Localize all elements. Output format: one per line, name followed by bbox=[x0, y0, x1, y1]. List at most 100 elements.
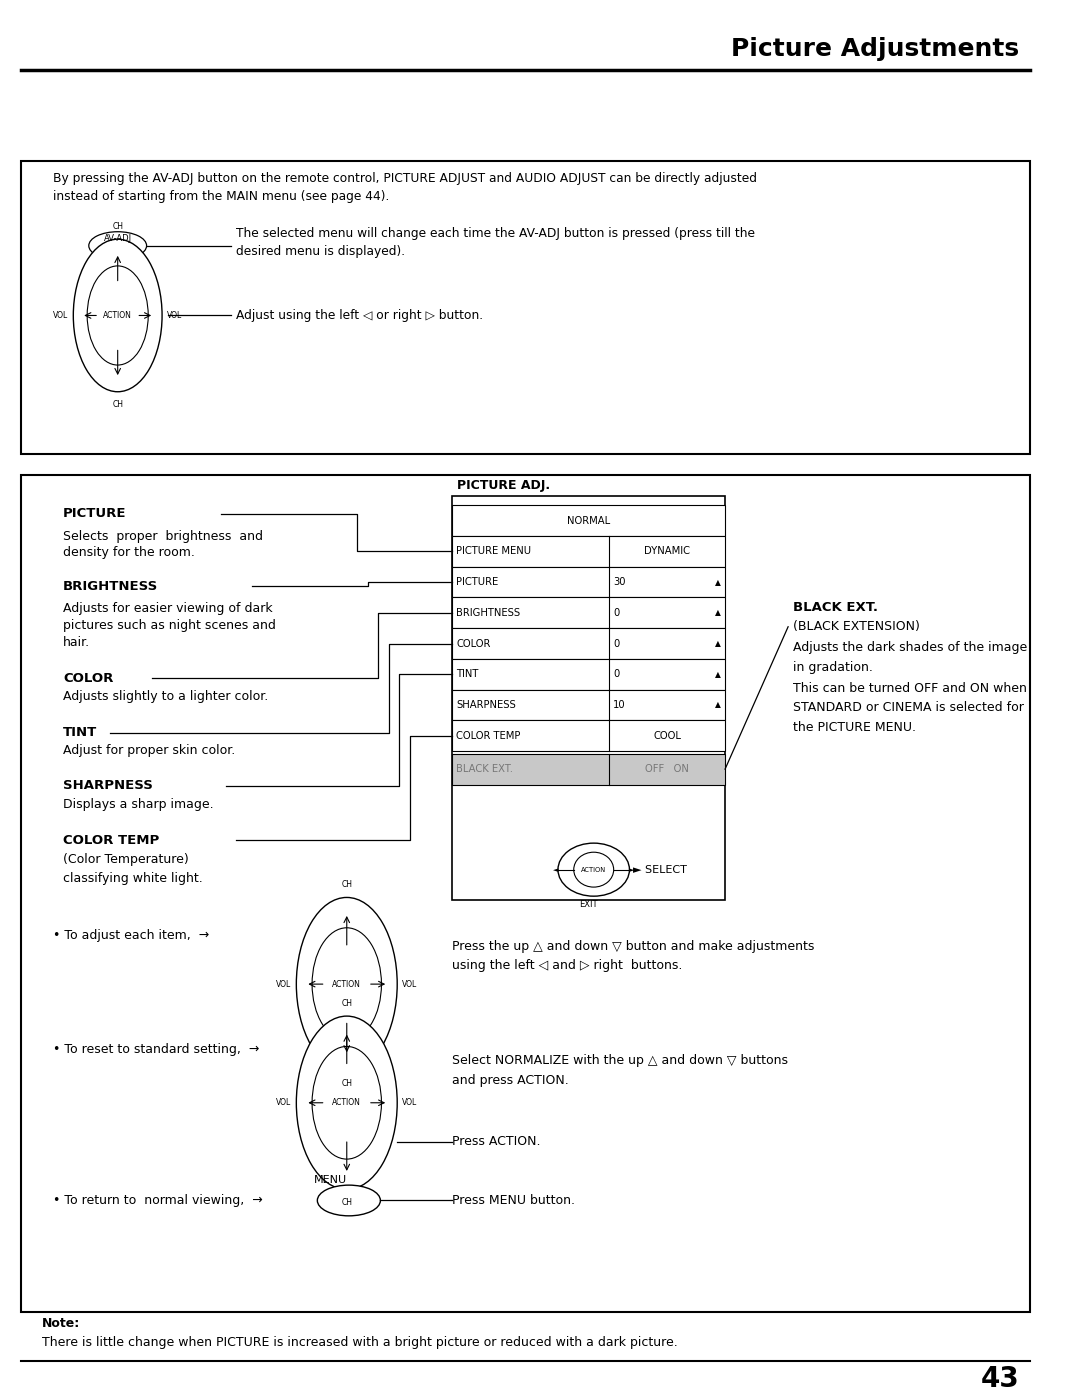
Text: COLOR TEMP: COLOR TEMP bbox=[456, 731, 521, 740]
Text: desired menu is displayed).: desired menu is displayed). bbox=[237, 244, 406, 258]
Text: 43: 43 bbox=[981, 1365, 1020, 1393]
Text: • To adjust each item,  →: • To adjust each item, → bbox=[53, 929, 208, 942]
Text: ▲: ▲ bbox=[715, 638, 720, 648]
Text: Press ACTION.: Press ACTION. bbox=[451, 1136, 540, 1148]
FancyBboxPatch shape bbox=[451, 536, 725, 567]
Text: Selects  proper  brightness  and: Selects proper brightness and bbox=[63, 529, 264, 542]
Text: CH: CH bbox=[341, 1078, 352, 1088]
Text: ►: ► bbox=[630, 866, 635, 873]
Text: ▲: ▲ bbox=[715, 577, 720, 587]
Text: BLACK EXT.: BLACK EXT. bbox=[794, 601, 878, 613]
Text: Picture Adjustments: Picture Adjustments bbox=[731, 36, 1020, 61]
Text: NORMAL: NORMAL bbox=[567, 515, 610, 525]
Text: 10: 10 bbox=[613, 700, 625, 710]
Text: Adjusts the dark shades of the image: Adjusts the dark shades of the image bbox=[794, 641, 1027, 654]
Text: SHARPNESS: SHARPNESS bbox=[456, 700, 516, 710]
Ellipse shape bbox=[89, 232, 147, 260]
Text: density for the room.: density for the room. bbox=[63, 546, 194, 559]
Text: VOL: VOL bbox=[276, 979, 292, 989]
Text: (Color Temperature): (Color Temperature) bbox=[63, 854, 189, 866]
Text: There is little change when PICTURE is increased with a bright picture or reduce: There is little change when PICTURE is i… bbox=[42, 1337, 678, 1350]
Text: OFF   ON: OFF ON bbox=[645, 764, 689, 774]
Text: 0: 0 bbox=[613, 608, 620, 617]
FancyBboxPatch shape bbox=[21, 475, 1030, 1312]
Ellipse shape bbox=[573, 852, 613, 887]
Text: Adjusts slightly to a lighter color.: Adjusts slightly to a lighter color. bbox=[63, 690, 268, 703]
Text: ◄: ◄ bbox=[553, 866, 558, 873]
Text: COLOR: COLOR bbox=[456, 638, 490, 648]
Text: VOL: VOL bbox=[276, 1098, 292, 1108]
Text: Adjust for proper skin color.: Adjust for proper skin color. bbox=[63, 745, 235, 757]
Text: Adjust using the left ◁ or right ▷ button.: Adjust using the left ◁ or right ▷ butto… bbox=[237, 309, 484, 321]
Text: COLOR: COLOR bbox=[63, 672, 113, 685]
Text: and press ACTION.: and press ACTION. bbox=[451, 1074, 568, 1087]
Text: COOL: COOL bbox=[653, 731, 681, 740]
Text: VOL: VOL bbox=[402, 1098, 418, 1108]
Text: Select NORMALIZE with the up △ and down ▽ buttons: Select NORMALIZE with the up △ and down … bbox=[451, 1055, 787, 1067]
Text: PICTURE: PICTURE bbox=[456, 577, 498, 587]
FancyBboxPatch shape bbox=[451, 506, 725, 536]
Text: • To return to  normal viewing,  →: • To return to normal viewing, → bbox=[53, 1194, 262, 1207]
Text: Press the up △ and down ▽ button and make adjustments: Press the up △ and down ▽ button and mak… bbox=[451, 940, 814, 953]
Text: Displays a sharp image.: Displays a sharp image. bbox=[63, 798, 214, 810]
Text: 30: 30 bbox=[613, 577, 625, 587]
Text: • To reset to standard setting,  →: • To reset to standard setting, → bbox=[53, 1044, 259, 1056]
Text: VOL: VOL bbox=[53, 312, 68, 320]
Text: ► SELECT: ► SELECT bbox=[633, 865, 687, 875]
Text: BRIGHTNESS: BRIGHTNESS bbox=[456, 608, 521, 617]
Ellipse shape bbox=[312, 928, 381, 1041]
Ellipse shape bbox=[558, 844, 630, 895]
Text: in gradation.: in gradation. bbox=[794, 661, 874, 673]
Text: The selected menu will change each time the AV-ADJ button is pressed (press till: The selected menu will change each time … bbox=[237, 226, 755, 240]
Text: TINT: TINT bbox=[63, 726, 97, 739]
Text: MENU: MENU bbox=[313, 1175, 347, 1185]
Text: CH: CH bbox=[112, 222, 123, 231]
FancyBboxPatch shape bbox=[451, 690, 725, 721]
Text: Note:: Note: bbox=[42, 1317, 80, 1330]
Text: ▲: ▲ bbox=[715, 700, 720, 710]
Text: ACTION: ACTION bbox=[104, 312, 132, 320]
Text: instead of starting from the MAIN menu (see page 44).: instead of starting from the MAIN menu (… bbox=[53, 190, 389, 204]
FancyBboxPatch shape bbox=[21, 161, 1030, 454]
Text: BRIGHTNESS: BRIGHTNESS bbox=[63, 580, 159, 592]
Text: AV-ADJ: AV-ADJ bbox=[104, 235, 132, 243]
Text: By pressing the AV-ADJ button on the remote control, PICTURE ADJUST and AUDIO AD: By pressing the AV-ADJ button on the rem… bbox=[53, 172, 757, 186]
Ellipse shape bbox=[73, 239, 162, 391]
Text: CH: CH bbox=[341, 1197, 352, 1207]
Text: classifying white light.: classifying white light. bbox=[63, 872, 203, 884]
FancyBboxPatch shape bbox=[451, 754, 725, 785]
FancyBboxPatch shape bbox=[451, 598, 725, 629]
Ellipse shape bbox=[296, 1016, 397, 1189]
Text: ACTION: ACTION bbox=[581, 866, 606, 873]
Text: using the left ◁ and ▷ right  buttons.: using the left ◁ and ▷ right buttons. bbox=[451, 960, 683, 972]
Text: VOL: VOL bbox=[167, 312, 183, 320]
Text: ACTION: ACTION bbox=[333, 1098, 361, 1108]
FancyBboxPatch shape bbox=[451, 721, 725, 752]
Text: CH: CH bbox=[341, 880, 352, 890]
Text: pictures such as night scenes and: pictures such as night scenes and bbox=[63, 619, 275, 631]
Text: PICTURE ADJ.: PICTURE ADJ. bbox=[457, 479, 550, 492]
Text: Press MENU button.: Press MENU button. bbox=[451, 1194, 575, 1207]
Text: PICTURE: PICTURE bbox=[63, 507, 126, 520]
Ellipse shape bbox=[87, 265, 148, 365]
Text: Adjusts for easier viewing of dark: Adjusts for easier viewing of dark bbox=[63, 602, 272, 615]
FancyBboxPatch shape bbox=[451, 659, 725, 690]
Text: EXIT: EXIT bbox=[579, 900, 597, 909]
Text: TINT: TINT bbox=[456, 669, 478, 679]
Text: ACTION: ACTION bbox=[333, 979, 361, 989]
Text: COLOR TEMP: COLOR TEMP bbox=[63, 834, 159, 847]
FancyBboxPatch shape bbox=[451, 629, 725, 659]
Ellipse shape bbox=[296, 897, 397, 1070]
Text: DYNAMIC: DYNAMIC bbox=[644, 546, 690, 556]
Text: ▲: ▲ bbox=[715, 608, 720, 617]
FancyBboxPatch shape bbox=[451, 567, 725, 598]
Text: SHARPNESS: SHARPNESS bbox=[63, 780, 153, 792]
Text: 0: 0 bbox=[613, 669, 620, 679]
Text: STANDARD or CINEMA is selected for: STANDARD or CINEMA is selected for bbox=[794, 701, 1024, 714]
Text: (BLACK EXTENSION): (BLACK EXTENSION) bbox=[794, 620, 920, 633]
Text: ▲: ▲ bbox=[715, 669, 720, 679]
Text: BLACK EXT.: BLACK EXT. bbox=[456, 764, 513, 774]
Text: the PICTURE MENU.: the PICTURE MENU. bbox=[794, 721, 916, 733]
Ellipse shape bbox=[312, 1046, 381, 1160]
Text: 0: 0 bbox=[613, 638, 620, 648]
